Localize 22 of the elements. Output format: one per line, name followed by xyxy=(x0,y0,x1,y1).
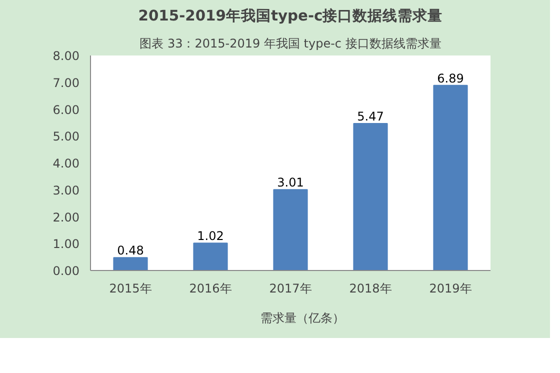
y-tick-label: 5.00 xyxy=(52,130,80,144)
chart-title: 2015-2019年我国type-c接口数据线需求量 xyxy=(138,8,443,24)
y-tick-label: 7.00 xyxy=(52,76,80,90)
y-tick-label: 0.00 xyxy=(52,264,80,278)
y-tick-label: 8.00 xyxy=(52,49,80,63)
data-label: 0.48 xyxy=(117,244,144,258)
y-tick-label: 1.00 xyxy=(52,237,80,252)
x-tick-label: 2019年 xyxy=(429,282,472,296)
x-tick-label: 2016年 xyxy=(189,282,232,296)
x-tick-label: 2017年 xyxy=(269,282,312,296)
data-label: 1.02 xyxy=(197,229,224,244)
data-label: 3.01 xyxy=(277,176,304,190)
data-label: 5.47 xyxy=(357,109,384,124)
y-tick-label: 2.00 xyxy=(52,210,80,224)
y-tick-label: 4.00 xyxy=(52,156,80,170)
text: 图表 33：2015-2019 年我国 type-c 接口数据线需求量 xyxy=(140,36,442,50)
text: 需求量（亿条） xyxy=(260,310,344,326)
y-tick-label: 3.00 xyxy=(52,183,80,198)
y-tick-label: 6.00 xyxy=(52,102,80,117)
x-tick-label: 2015年 xyxy=(109,282,152,296)
data-label: 6.89 xyxy=(437,71,464,86)
x-tick-label: 2018年 xyxy=(349,282,392,296)
